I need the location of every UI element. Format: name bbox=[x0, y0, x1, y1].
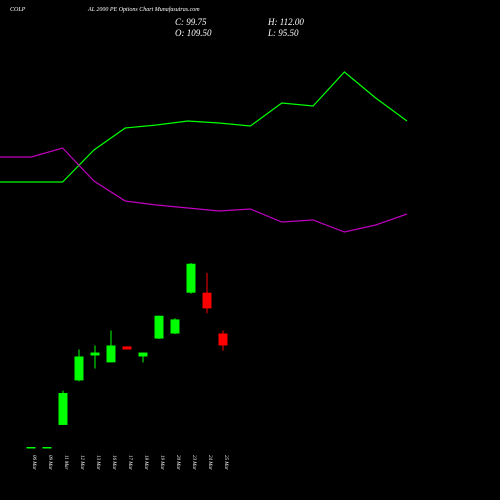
candle-body bbox=[122, 346, 132, 350]
x-tick-label: 13 Mar bbox=[95, 455, 100, 470]
info-high: H: 112.00 bbox=[267, 17, 304, 27]
x-tick-label: 16 Mar bbox=[111, 455, 116, 470]
x-tick-label: 06 Mar bbox=[31, 455, 36, 470]
x-tick-label: 17 Mar bbox=[127, 455, 132, 470]
chart-title: AL 2000 PE Options Chart Munafasutras.co… bbox=[87, 6, 200, 13]
candle-body bbox=[202, 292, 212, 309]
candle-body bbox=[186, 263, 196, 293]
candle-body bbox=[170, 319, 180, 334]
indicator-line bbox=[0, 71, 408, 183]
candle-body bbox=[42, 447, 52, 449]
x-tick-label: 11 Mar bbox=[63, 455, 68, 470]
x-tick-label: 09 Mar bbox=[47, 455, 52, 470]
candle-body bbox=[106, 345, 116, 363]
x-tick-label: 24 Mar bbox=[207, 455, 212, 470]
x-tick-label: 18 Mar bbox=[143, 455, 148, 470]
candle-body bbox=[138, 352, 148, 357]
candle-body bbox=[218, 333, 228, 346]
candle-body bbox=[154, 315, 164, 339]
candle-body bbox=[26, 447, 36, 449]
x-tick-label: 25 Mar bbox=[223, 455, 228, 470]
candle-body bbox=[74, 356, 84, 381]
info-open: O: 109.50 bbox=[175, 28, 212, 38]
candle-body bbox=[90, 352, 100, 356]
x-tick-label: 20 Mar bbox=[175, 455, 180, 470]
x-tick-label: 19 Mar bbox=[159, 455, 164, 470]
x-tick-label: 23 Mar bbox=[191, 455, 196, 470]
indicator-line bbox=[0, 147, 408, 233]
x-tick-label: 12 Mar bbox=[79, 455, 84, 470]
info-close: C: 99.75 bbox=[175, 17, 207, 27]
candle-body bbox=[58, 393, 68, 425]
chart-title: COLP bbox=[10, 7, 26, 13]
info-low: L: 95.50 bbox=[267, 28, 299, 38]
